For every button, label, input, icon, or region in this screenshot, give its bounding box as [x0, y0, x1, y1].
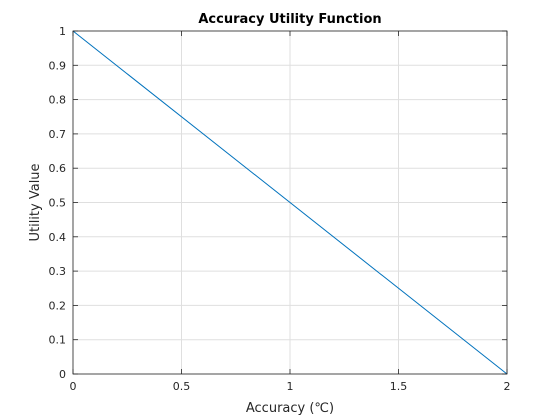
x-tick-label: 0.5 [173, 380, 191, 393]
y-axis-label: Utility Value [28, 163, 43, 241]
x-tick-label: 1 [287, 380, 294, 393]
y-tick-label: 0.1 [49, 334, 67, 347]
y-tick-label: 0.7 [49, 128, 67, 141]
y-tick-label: 0.4 [49, 231, 67, 244]
y-tick-label: 0 [59, 368, 66, 381]
y-tick-label: 1 [59, 25, 66, 38]
series-layer [72, 30, 508, 375]
x-tick-label: 0 [70, 380, 77, 393]
ticks: 0 0.5 1 1.5 2 0 0.1 0.2 0.3 0.4 0.5 0.6 0.7 0.8 0.9 1 [49, 25, 511, 393]
y-tick-label: 0.9 [49, 59, 67, 72]
series-line [72, 30, 508, 375]
y-tick-label: 0.5 [49, 197, 67, 210]
y-tick-label: 0.8 [49, 94, 67, 107]
chart-title: Accuracy Utility Function [198, 12, 381, 27]
x-axis-label: Accuracy (℃) [246, 401, 334, 416]
x-tick-label: 1.5 [390, 380, 408, 393]
y-tick-label: 0.6 [49, 162, 67, 175]
x-tick-label: 2 [504, 380, 511, 393]
y-tick-label: 0.2 [49, 299, 67, 312]
y-tick-label: 0.3 [49, 265, 67, 278]
